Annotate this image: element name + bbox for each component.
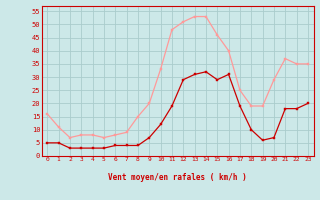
X-axis label: Vent moyen/en rafales ( km/h ): Vent moyen/en rafales ( km/h )	[108, 174, 247, 182]
